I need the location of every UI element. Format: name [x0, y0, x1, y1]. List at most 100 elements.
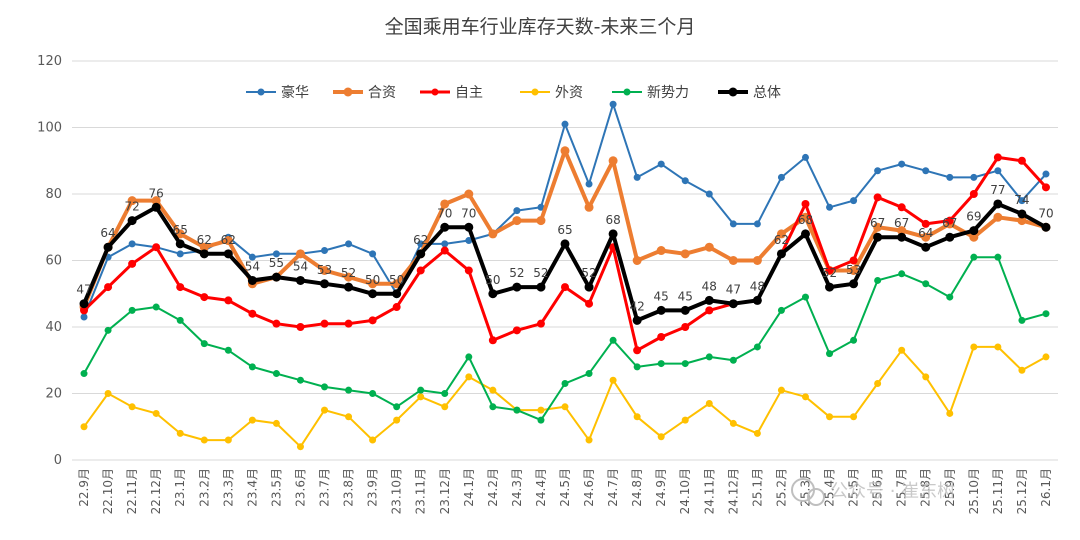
data-point [584, 202, 594, 212]
data-point [321, 406, 329, 414]
data-point [946, 409, 954, 417]
data-point [681, 177, 689, 185]
data-label: 69 [966, 210, 981, 224]
data-label: 53 [317, 263, 332, 277]
legend-label: 自主 [455, 85, 483, 101]
data-point [104, 283, 113, 292]
x-tick-label: 24.3月 [510, 468, 524, 507]
data-label: 65 [557, 223, 572, 237]
data-label: 50 [389, 273, 404, 287]
data-point [80, 423, 88, 431]
data-point [320, 265, 330, 275]
data-point [224, 436, 232, 444]
data-point [704, 242, 714, 252]
x-tick-label: 22.10月 [101, 468, 115, 514]
x-tick-label: 24.8月 [630, 468, 644, 507]
legend-marker [728, 87, 738, 97]
data-point [1041, 183, 1050, 192]
legend-marker [623, 88, 631, 96]
data-point [320, 279, 330, 289]
data-point [513, 207, 521, 215]
data-point [152, 243, 161, 252]
data-point [585, 436, 593, 444]
data-point [657, 433, 665, 441]
data-point [801, 393, 809, 401]
data-point [537, 416, 545, 424]
data-point [1042, 170, 1050, 178]
data-point [537, 406, 545, 414]
data-label: 52 [341, 266, 356, 280]
data-point [826, 203, 834, 211]
data-point [561, 283, 569, 292]
data-point [776, 249, 786, 259]
data-label: 42 [630, 299, 645, 313]
x-tick-label: 23.1月 [173, 468, 187, 507]
data-point [993, 199, 1003, 209]
data-point [176, 283, 185, 292]
data-label: 55 [269, 256, 284, 270]
x-tick-label: 23.5月 [269, 468, 283, 507]
data-label: 67 [894, 216, 909, 230]
x-tick-label: 24.4月 [534, 468, 548, 507]
data-point [921, 232, 931, 242]
data-point [128, 306, 136, 314]
data-point [633, 363, 641, 371]
x-tick-label: 23.4月 [245, 468, 259, 507]
data-point [489, 403, 497, 411]
data-point [753, 343, 761, 351]
data-point [632, 315, 642, 325]
data-point [1041, 222, 1051, 232]
data-point [321, 383, 329, 391]
data-point [873, 222, 883, 232]
y-tick-label: 80 [45, 187, 62, 202]
data-point [80, 370, 88, 378]
data-point [368, 289, 378, 299]
data-point [1017, 156, 1026, 165]
data-point [489, 386, 497, 394]
data-label: 45 [654, 289, 669, 303]
data-point [175, 229, 185, 239]
x-tick-label: 24.9月 [654, 468, 668, 507]
data-point [393, 403, 401, 411]
data-point [127, 196, 137, 206]
legend-marker [531, 88, 539, 96]
data-point [752, 295, 762, 305]
data-label: 47 [76, 283, 91, 297]
data-point [705, 306, 714, 315]
data-point [681, 416, 689, 424]
x-tick-label: 24.1月 [462, 468, 476, 507]
data-point [1017, 216, 1027, 226]
y-tick-label: 20 [45, 387, 62, 402]
data-point [104, 326, 112, 334]
data-point [175, 239, 185, 249]
data-point [633, 346, 642, 355]
data-point [946, 173, 954, 181]
data-point [921, 242, 931, 252]
y-tick-label: 100 [37, 121, 62, 136]
data-point [200, 340, 208, 348]
legend-label: 豪华 [281, 85, 309, 101]
data-point [223, 236, 233, 246]
x-tick-label: 23.3月 [221, 468, 235, 507]
data-label: 77 [990, 183, 1005, 197]
data-point [800, 212, 810, 222]
data-point [801, 293, 809, 301]
data-point [921, 219, 930, 228]
data-point [271, 272, 281, 282]
data-point [585, 299, 594, 308]
data-point [970, 343, 978, 351]
data-point [680, 305, 690, 315]
x-tick-label: 24.5月 [558, 468, 572, 507]
data-point [417, 393, 425, 401]
data-point [536, 319, 545, 328]
data-point [295, 275, 305, 285]
y-tick-label: 120 [37, 54, 62, 69]
data-point [897, 203, 906, 212]
data-label: 70 [461, 206, 476, 220]
data-label: 68 [605, 213, 620, 227]
data-point [1017, 209, 1027, 219]
data-point [152, 409, 160, 417]
data-point [874, 276, 882, 284]
data-point [512, 326, 521, 335]
